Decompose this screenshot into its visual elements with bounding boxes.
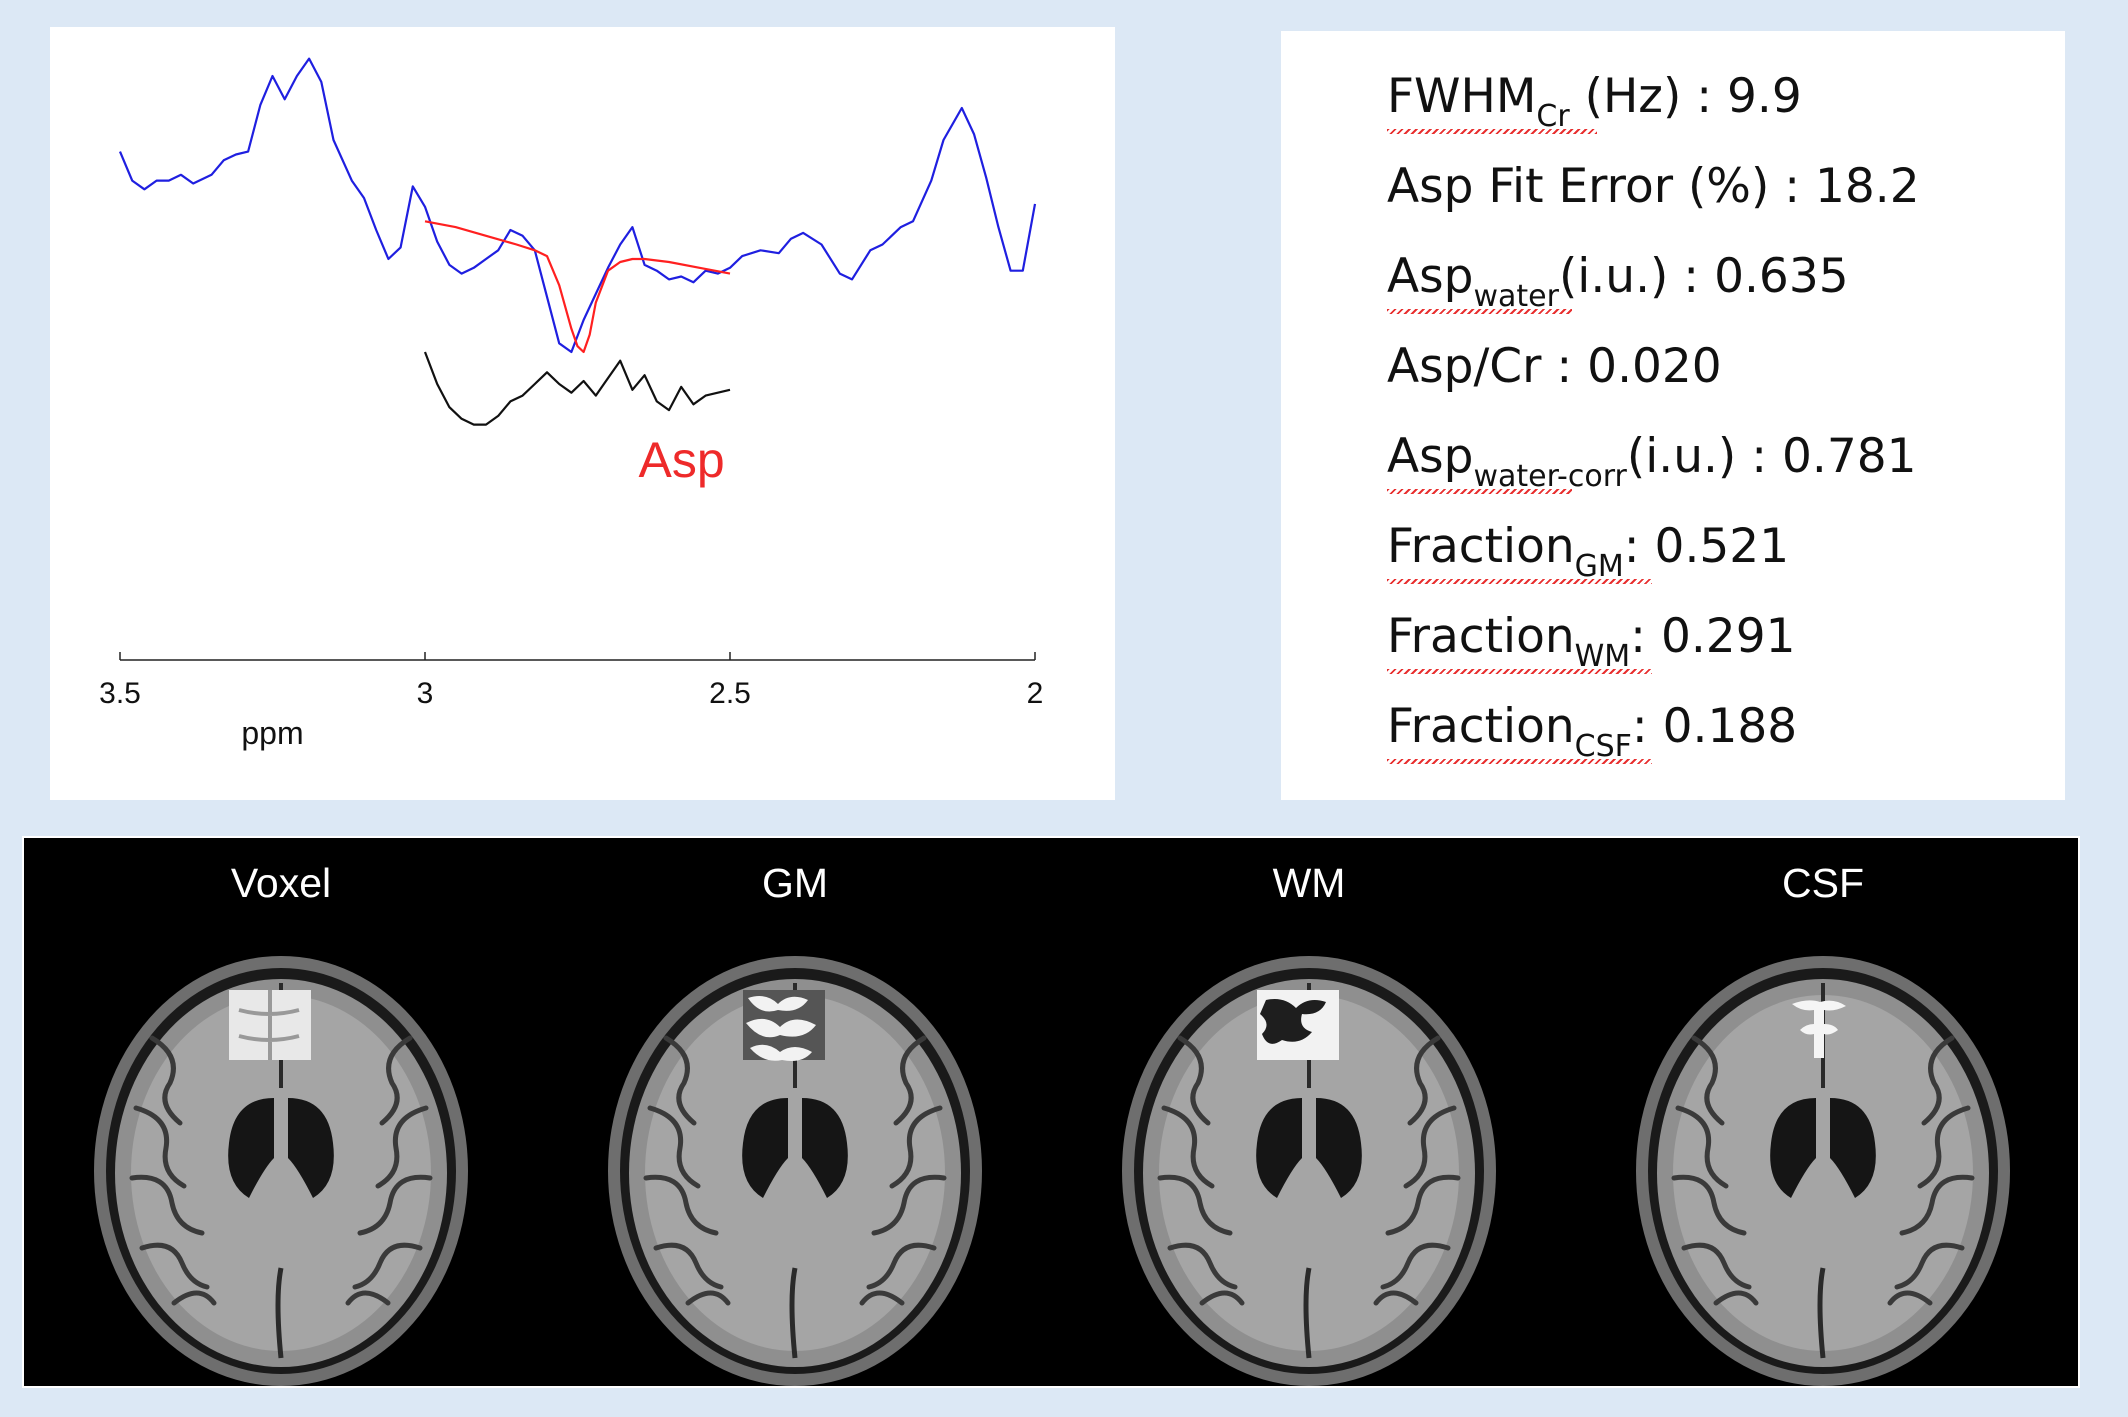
x-tick-label: 2 xyxy=(1027,677,1044,710)
brain-cell-gm: GM xyxy=(538,838,1052,1390)
metric-text: Asp Fit Error (%) : 18.2 xyxy=(1387,159,1920,214)
spectrum-chart: 3.5 3 2.5 2 ppm Asp xyxy=(99,57,1044,751)
brain-mri-image xyxy=(1636,956,2010,1386)
metric-row: Asp Fit Error (%) : 18.2 xyxy=(1387,163,1920,210)
metric-row: FractionCSF: 0.188 xyxy=(1387,703,1797,764)
metric-text: Asp xyxy=(1387,429,1474,484)
metric-text: FWHM xyxy=(1387,69,1537,124)
x-axis-label: ppm xyxy=(241,715,303,751)
spellcheck-underline xyxy=(1387,579,1652,584)
brain-label: CSF xyxy=(1782,860,1864,906)
metric-subscript: water-corr xyxy=(1473,459,1627,494)
metric-subscript: water xyxy=(1473,279,1559,314)
voxel-texture xyxy=(238,990,300,1060)
spectrum-chart-panel: 3.5 3 2.5 2 ppm Asp xyxy=(50,27,1115,800)
metric-text: Asp/Cr : 0.020 xyxy=(1387,339,1722,394)
metric-text: Fraction xyxy=(1387,519,1575,574)
metric-row: FWHMCr (Hz) : 9.9 xyxy=(1387,73,1802,134)
series-spectrum-line xyxy=(118,57,1037,354)
left-ventricle xyxy=(228,1098,274,1198)
right-ventricle xyxy=(288,1098,334,1198)
metric-value: : 0.291 xyxy=(1630,609,1796,664)
brain-label: WM xyxy=(1272,860,1346,906)
spellcheck-underline xyxy=(1387,759,1652,764)
metric-text: Fraction xyxy=(1387,699,1575,754)
gyri-pattern xyxy=(129,1035,433,1306)
metric-text: Fraction xyxy=(1387,609,1575,664)
metric-value: : 0.188 xyxy=(1631,699,1798,754)
posterior-midline xyxy=(1817,1267,1826,1359)
metric-value: (i.u.) : 0.635 xyxy=(1558,249,1849,304)
right-ventricle xyxy=(1830,1098,1876,1198)
right-ventricle xyxy=(1316,1098,1362,1198)
brain-cell-wm: WM xyxy=(1052,838,1566,1390)
spellcheck-underline xyxy=(1387,309,1572,314)
series-fit-line xyxy=(424,220,731,354)
white-matter xyxy=(1159,995,1459,1351)
metrics-panel: FWHMCr (Hz) : 9.9 Asp Fit Error (%) : 18.… xyxy=(1281,31,2065,800)
metric-row: Aspwater-corr(i.u.) : 0.781 xyxy=(1387,433,1917,494)
brain-mri-image xyxy=(1122,956,1496,1386)
series-residual-line xyxy=(423,351,731,426)
left-ventricle xyxy=(742,1098,788,1198)
brain-cell-csf: CSF xyxy=(1566,838,2080,1390)
metric-value: (i.u.) : 0.781 xyxy=(1626,429,1917,484)
gm-mask xyxy=(746,996,816,1061)
white-matter xyxy=(645,995,945,1351)
brain-mri-image xyxy=(94,956,468,1386)
metric-subscript: WM xyxy=(1574,639,1631,674)
spellcheck-underline xyxy=(1387,489,1572,494)
posterior-midline xyxy=(789,1267,798,1359)
white-matter xyxy=(1673,995,1973,1351)
gyri-pattern xyxy=(1157,1035,1461,1306)
posterior-midline xyxy=(1303,1267,1312,1359)
metric-text: Asp xyxy=(1387,249,1474,304)
brain-mri-image xyxy=(608,956,982,1386)
metric-subscript: Cr xyxy=(1536,99,1570,134)
spellcheck-underline xyxy=(1387,669,1652,674)
metric-subscript: CSF xyxy=(1574,729,1632,764)
white-matter xyxy=(131,995,431,1351)
gyri-pattern xyxy=(1671,1035,1975,1306)
posterior-midline xyxy=(275,1267,284,1359)
brain-label: Voxel xyxy=(230,860,332,906)
metric-subscript: GM xyxy=(1574,549,1624,584)
wm-mask xyxy=(1260,999,1326,1044)
brain-label: GM xyxy=(761,860,829,906)
metric-row: FractionWM: 0.291 xyxy=(1387,613,1796,674)
metric-value: : 0.521 xyxy=(1623,519,1790,574)
metric-value: (Hz) : 9.9 xyxy=(1569,69,1802,124)
brain-images-panel: Voxel GM WM CSF xyxy=(22,836,2080,1388)
right-ventricle xyxy=(802,1098,848,1198)
x-tick-label: 3.5 xyxy=(99,677,141,710)
asp-annotation: Asp xyxy=(639,432,725,488)
csf-mask xyxy=(1792,1000,1846,1058)
left-ventricle xyxy=(1256,1098,1302,1198)
brain-cell-voxel: Voxel xyxy=(24,838,538,1390)
metric-row: FractionGM: 0.521 xyxy=(1387,523,1789,584)
gyri-pattern xyxy=(643,1035,947,1306)
x-tick-label: 2.5 xyxy=(709,677,751,710)
spellcheck-underline xyxy=(1387,129,1597,134)
left-ventricle xyxy=(1770,1098,1816,1198)
metric-row: Aspwater(i.u.) : 0.635 xyxy=(1387,253,1849,314)
x-tick-label: 3 xyxy=(417,677,434,710)
metric-row: Asp/Cr : 0.020 xyxy=(1387,343,1722,390)
